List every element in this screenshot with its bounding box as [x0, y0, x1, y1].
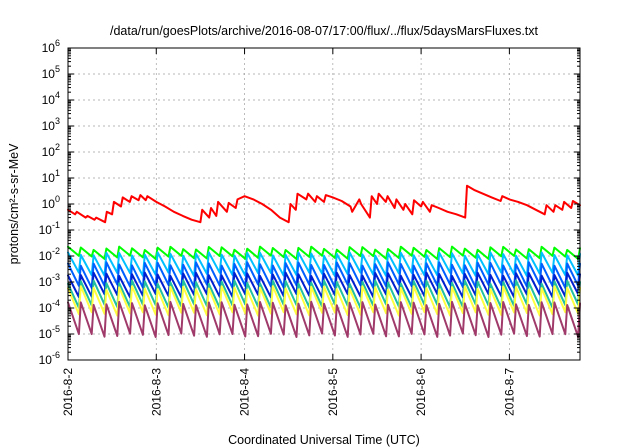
y-tick-label: 10-6	[39, 350, 60, 367]
x-tick-label: 2016-8-4	[238, 368, 252, 416]
y-tick-label: 10-4	[39, 298, 60, 315]
x-axis-label: Coordinated Universal Time (UTC)	[228, 433, 420, 447]
axis-ticks: 10-6 10-5 10-4 10-3 10-2 10-1 100 101 102 103 104 1…	[39, 38, 580, 416]
y-tick-label: 105	[42, 64, 60, 81]
series-group	[67, 184, 581, 338]
x-tick-label: 2016-8-6	[414, 368, 428, 416]
y-tick-label: 101	[42, 168, 60, 185]
x-tick-label: 2016-8-3	[149, 368, 163, 416]
y-tick-label: 10-1	[39, 220, 60, 237]
y-tick-label: 10-2	[39, 246, 60, 263]
series-line-0	[67, 184, 581, 224]
y-axis-label: protons/cm²-s-sr-MeV	[7, 143, 21, 265]
series-line-7	[67, 300, 581, 338]
y-tick-label: 104	[42, 90, 60, 107]
y-tick-label: 100	[42, 194, 60, 211]
x-tick-label: 2016-8-7	[502, 368, 516, 416]
y-tick-label: 103	[42, 116, 60, 133]
series-line-6	[67, 285, 581, 317]
y-tick-label: 10-5	[39, 324, 60, 341]
y-tick-label: 106	[42, 38, 60, 55]
x-tick-label: 2016-8-2	[61, 368, 75, 416]
chart-title: /data/run/goesPlots/archive/2016-08-07/1…	[110, 24, 539, 38]
y-tick-label: 102	[42, 142, 60, 159]
y-tick-label: 10-3	[39, 272, 60, 289]
x-tick-label: 2016-8-5	[326, 368, 340, 416]
series-line-1	[67, 245, 581, 260]
